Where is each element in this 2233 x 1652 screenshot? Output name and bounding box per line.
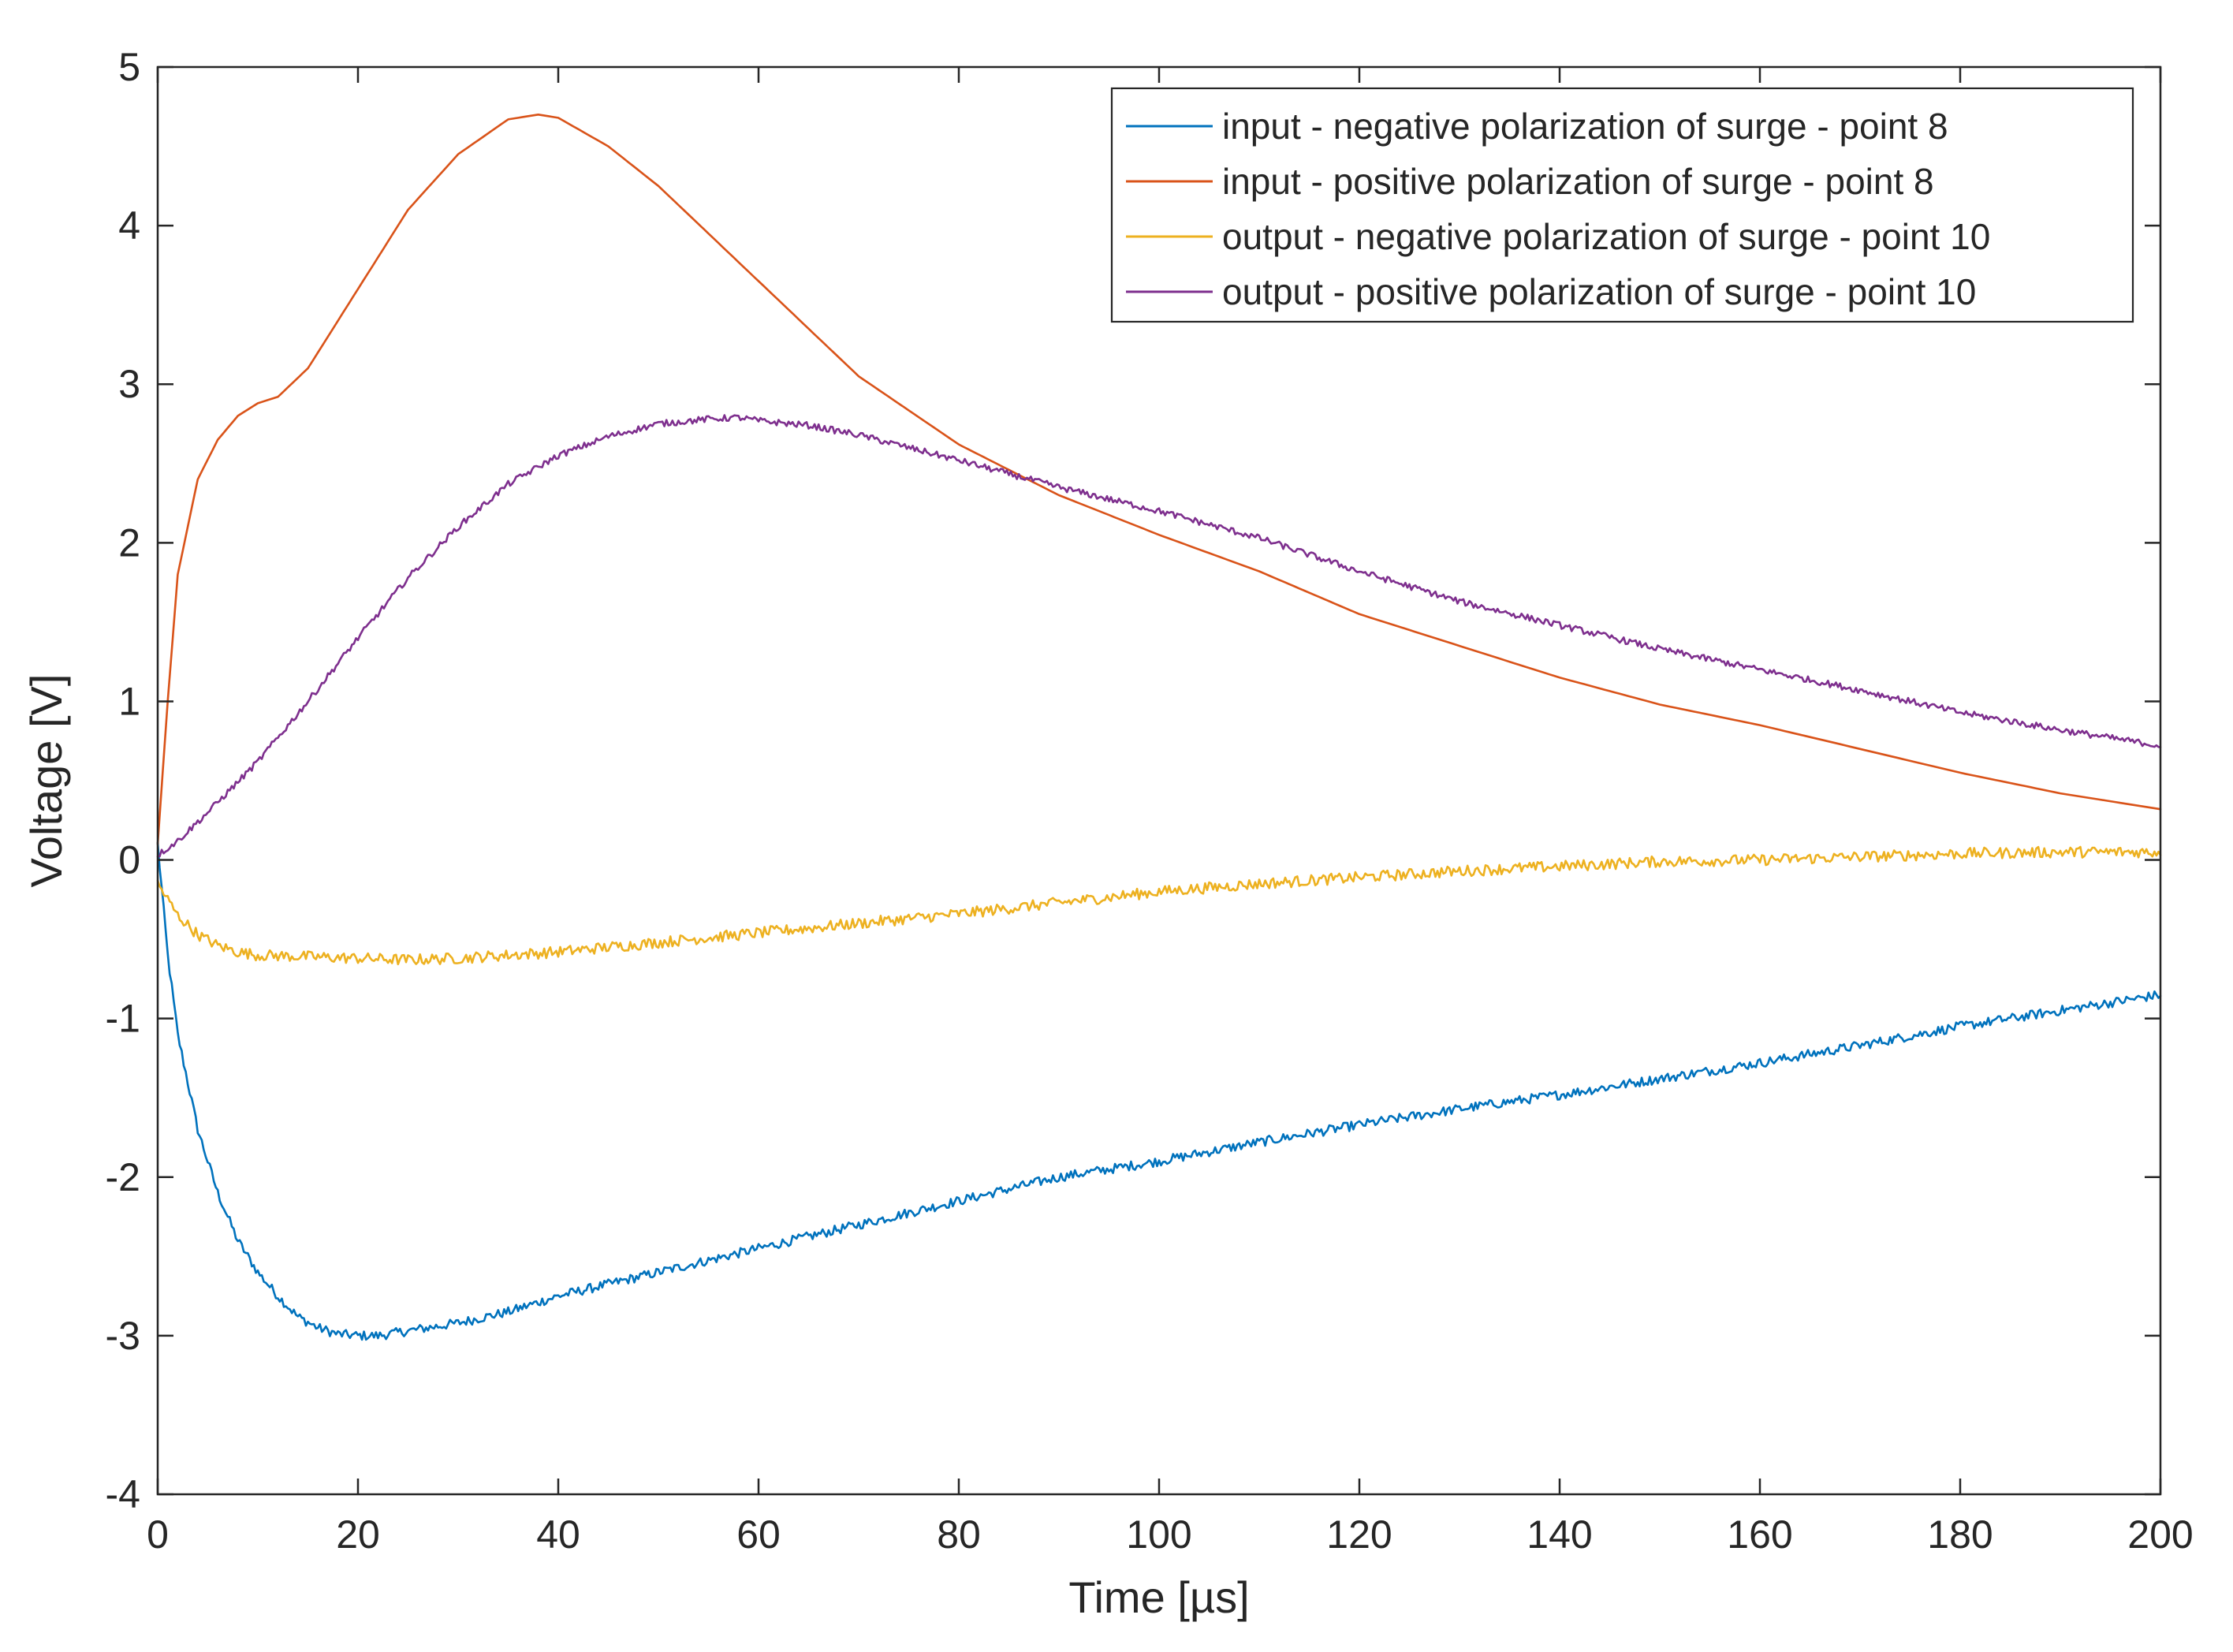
y-tick-label: 3 xyxy=(118,362,140,406)
x-tick-label: 120 xyxy=(1326,1512,1392,1557)
y-tick-label: 4 xyxy=(118,203,140,248)
y-tick-label: 0 xyxy=(118,838,140,882)
legend-label-3: output - negative polarization of surge … xyxy=(1222,216,1990,257)
y-axis-title: Voltage [V] xyxy=(21,674,71,888)
y-tick-label: 2 xyxy=(118,520,140,565)
x-axis-title: Time [µs] xyxy=(1068,1572,1249,1622)
legend-label-4: output - positive polarization of surge … xyxy=(1222,271,1976,312)
x-tick-label: 140 xyxy=(1527,1512,1592,1557)
legend: input - negative polarization of surge -… xyxy=(1110,87,2134,323)
legend-label-2: input - positive polarization of surge -… xyxy=(1222,161,1934,202)
x-tick-label: 100 xyxy=(1126,1512,1191,1557)
x-tick-label: 200 xyxy=(2127,1512,2193,1557)
series-line-4 xyxy=(156,414,2162,858)
y-tick-label: 5 xyxy=(118,45,140,89)
y-tick-label: -3 xyxy=(106,1314,140,1358)
x-tick-label: 20 xyxy=(336,1512,380,1557)
y-tick-label: 1 xyxy=(118,679,140,723)
series-line-3 xyxy=(156,845,2162,966)
y-tick-label: -1 xyxy=(106,997,140,1041)
axes-layer: 0 20 40 60 80 100 120 140 160 180 200 -4 -3 -2 -1 0 1 2 3 4… xyxy=(106,45,2194,1557)
series-line-1 xyxy=(156,841,2162,1341)
legend-box xyxy=(1110,87,2134,323)
y-tick-label: -2 xyxy=(106,1155,140,1199)
x-tick-label: 0 xyxy=(147,1512,169,1557)
x-tick-label: 40 xyxy=(536,1512,580,1557)
series-line-2 xyxy=(156,114,2162,845)
series-layer xyxy=(156,114,2162,1341)
legend-label-1: input - negative polarization of surge -… xyxy=(1222,106,1948,147)
x-tick-label: 60 xyxy=(736,1512,781,1557)
y-tick-label: -4 xyxy=(106,1472,140,1516)
x-tick-label: 160 xyxy=(1727,1512,1792,1557)
x-tick-label: 180 xyxy=(1927,1512,1993,1557)
x-tick-label: 80 xyxy=(937,1512,981,1557)
